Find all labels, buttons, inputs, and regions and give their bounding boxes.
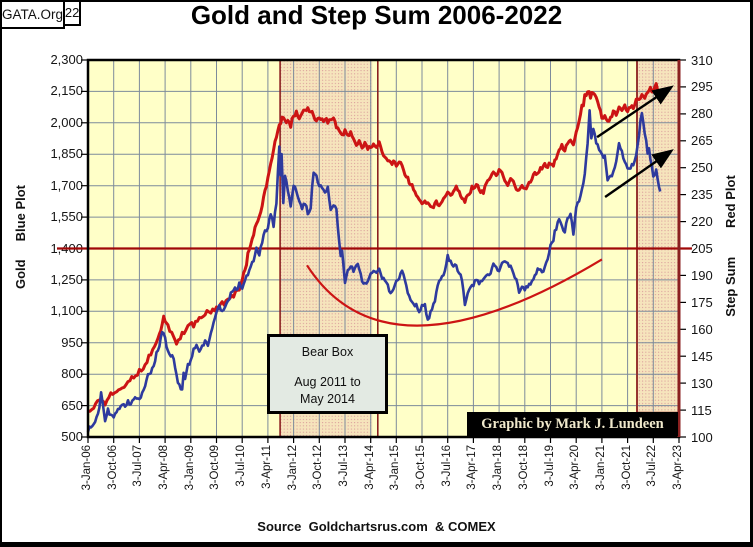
right-axis-tick-label: 205 bbox=[691, 241, 713, 256]
x-axis-tick-label: 3-Jan-09 bbox=[183, 445, 196, 491]
source-text: Source Goldchartsrus.com & COMEX bbox=[257, 519, 496, 534]
credit-box: Graphic by Mark J. Lundeen bbox=[467, 412, 678, 436]
right-axis-tick-label: 250 bbox=[691, 160, 713, 176]
x-axis-tick-label: 3-Oct-09 bbox=[209, 445, 222, 490]
bear-box-line1: Bear Box bbox=[301, 345, 354, 359]
x-axis-tick-label: 3-Jul-10 bbox=[235, 445, 248, 487]
left-axis-tick-label: 1,700 bbox=[50, 177, 83, 193]
left-axis-tick-label: 2,300 bbox=[50, 52, 83, 67]
x-axis-tick-label: 3-Apr-11 bbox=[260, 445, 273, 489]
right-axis-tick-label: 175 bbox=[691, 294, 713, 310]
left-axis-tick-label: 2,000 bbox=[50, 114, 83, 130]
left-axis-tick-label: 1,550 bbox=[50, 209, 83, 225]
x-axis-tick-label: 3-Apr-23 bbox=[672, 445, 684, 490]
right-axis-tick-label: 220 bbox=[691, 214, 713, 230]
x-axis-tick-label: 3-Jan-21 bbox=[594, 445, 607, 491]
x-axis-tick-label: 3-Jul-22 bbox=[646, 445, 659, 487]
left-axis-tick-label: 1,250 bbox=[50, 271, 83, 287]
left-axis-tick-label: 950 bbox=[61, 334, 83, 350]
right-axis-tick-label: 100 bbox=[691, 429, 713, 445]
chart-title: Gold and Step Sum 2006-2022 bbox=[190, 0, 563, 30]
x-axis-tick-label: 3-Jan-15 bbox=[389, 445, 402, 491]
x-axis-tick-label: 3-Apr-14 bbox=[363, 445, 376, 490]
x-axis-tick-label: 3-Jan-12 bbox=[286, 445, 299, 491]
right-axis-tick-label: 130 bbox=[691, 375, 713, 391]
right-axis-tick-label: 235 bbox=[691, 187, 713, 203]
x-axis-tick-label: 3-Oct-06 bbox=[106, 445, 119, 490]
x-axis-tick-label: 3-Jul-07 bbox=[132, 445, 145, 487]
right-axis-tick-label: 145 bbox=[691, 348, 713, 364]
right-axis-tick-label: 115 bbox=[691, 402, 712, 418]
bear-box-annotation: Bear Box Aug 2011 to May 2014 bbox=[267, 334, 388, 414]
gata-org-text: GATA.Org bbox=[2, 7, 64, 22]
gata-org-box: GATA.Org bbox=[0, 0, 66, 29]
x-axis-tick-label: 3-Jul-16 bbox=[440, 445, 453, 487]
right-axis-tick-label: 265 bbox=[691, 133, 713, 149]
left-axis-tick-label: 800 bbox=[61, 366, 83, 382]
x-axis-tick-label: 3-Jul-19 bbox=[543, 445, 556, 487]
right-axis-tick-label: 160 bbox=[691, 321, 713, 337]
left-axis-title: Gold Blue Plot bbox=[13, 185, 28, 289]
right-axis-tick-label: 310 bbox=[691, 52, 713, 68]
left-axis-tick-label: 650 bbox=[61, 397, 83, 413]
left-axis-tick-label: 500 bbox=[61, 429, 83, 444]
x-axis-tick-label: 3-Oct-12 bbox=[312, 445, 325, 490]
x-axis-tick-label: 3-Oct-15 bbox=[415, 445, 428, 490]
bear-box-line3: May 2014 bbox=[300, 392, 355, 406]
x-axis-tick-label: 3-Jul-13 bbox=[337, 445, 350, 487]
x-axis-tick-label: 3-Oct-21 bbox=[620, 445, 633, 490]
x-axis-tick-label: 3-Jan-18 bbox=[492, 445, 505, 491]
left-axis-tick-label: 1,100 bbox=[50, 303, 83, 319]
left-axis-tick-label: 2,150 bbox=[50, 83, 83, 99]
right-axis-tick-label: 190 bbox=[691, 267, 713, 283]
right-axis-tick-label: 280 bbox=[691, 106, 713, 122]
x-axis-tick-label: 3-Oct-18 bbox=[517, 445, 530, 490]
bear-box-line2: Aug 2011 to bbox=[294, 375, 361, 389]
x-axis-tick-label: 3-Apr-17 bbox=[466, 445, 479, 490]
x-axis-tick-label: 3-Apr-20 bbox=[569, 445, 582, 490]
x-axis-tick-label: 3-Apr-08 bbox=[158, 445, 171, 490]
right-axis-tick-label: 295 bbox=[691, 79, 713, 95]
left-axis-tick-label: 1,850 bbox=[50, 146, 83, 162]
x-axis-tick-label: 3-Jan-06 bbox=[81, 445, 93, 491]
